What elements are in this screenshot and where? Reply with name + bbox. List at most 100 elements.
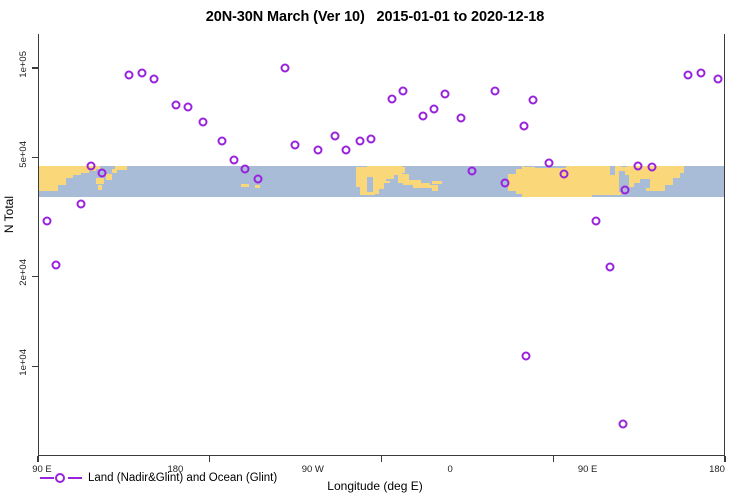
ocean-region [416,188,433,197]
land-region [355,167,368,188]
scatter-point [387,94,397,103]
scatter-point [313,145,323,155]
scatter-point [51,260,61,270]
land-region [413,182,431,189]
x-tick-mark [724,456,726,462]
scatter-point [240,164,250,174]
land-region [115,165,127,171]
scatter-point [456,113,466,123]
x-tick-mark [552,456,554,462]
scatter-point [183,102,193,112]
land-region [432,180,442,185]
scatter-point [198,117,208,127]
scatter-point [42,216,52,226]
scatter-point [521,351,531,361]
y-tick-mark [32,67,38,69]
scatter-point [683,70,693,80]
x-tick-label: 90 E [32,464,52,475]
scatter-point [229,155,239,165]
chart-title: 20N-30N March (Ver 10) 2015-01-01 to 202… [205,9,545,25]
scatter-point [429,104,439,114]
ocean-region [367,176,373,193]
scatter-point [355,136,365,146]
scatter-point [519,121,529,131]
y-tick-label: 1e+04 [18,349,29,376]
x-axis-title: Longitude (deg E) [327,479,423,493]
land-region [508,173,524,191]
land-region [98,184,102,190]
scatter-point [149,74,158,84]
x-tick-label: 0 [447,464,453,475]
legend-label: Land (Nadir&Glint) and Ocean (Glint) [88,472,278,484]
scatter-point [647,162,657,172]
land-region [397,173,410,183]
y-tick-mark [32,365,38,367]
y-tick-label: 1e+05 [18,50,29,78]
land-region [378,181,391,189]
scatter-point [290,140,300,150]
legend[interactable]: Land (Nadir&Glint) and Ocean (Glint) [40,472,277,484]
ocean-region [392,186,410,197]
scatter-point [330,131,340,141]
land-region [39,165,59,191]
scatter-point [418,111,428,121]
land-region [96,178,104,184]
land-region [105,174,112,180]
x-tick-mark [209,456,211,462]
land-region [672,165,684,173]
ocean-region [622,175,629,196]
land-region [254,184,261,189]
scatter-point [500,178,510,188]
land-region [65,165,81,176]
ocean-region [619,171,625,193]
x-tick-label: 180 [167,464,184,475]
scatter-point [86,161,96,171]
x-tick-label: 90 E [577,464,598,475]
land-region [403,180,421,185]
scatter-point [713,74,723,84]
scatter-point [528,95,538,105]
y-axis-title: N Total [2,196,16,234]
scatter-point [618,419,628,429]
scatter-point [137,68,147,78]
scatter-point [280,63,290,73]
scatter-point [76,199,86,209]
scatter-point [696,68,706,78]
x-tick-label: 180 [709,464,725,475]
geographic-land-ocean-strip [39,165,724,197]
plot-area[interactable] [38,34,725,456]
scatter-point [97,168,107,178]
scatter-point [467,166,477,176]
land-region [393,167,406,174]
legend-line-marker-icon [40,472,82,484]
scatter-point [366,134,376,144]
ocean-region [640,178,650,189]
x-tick-mark [380,456,383,462]
land-region [424,184,438,191]
scatter-point [605,262,615,272]
land-region [241,183,249,188]
scatter-point [253,174,263,184]
y-tick-mark [32,275,38,278]
land-region [592,165,622,196]
x-tick-label: 90 W [301,464,324,475]
scatter-point [559,169,569,179]
y-tick-label: 5e+04 [18,140,29,168]
y-tick-mark [32,157,38,159]
land-region [111,168,118,173]
ocean-region [609,165,616,176]
scatter-point [171,100,181,110]
scatter-point [490,86,500,96]
scatter-point [620,185,630,195]
scatter-point [591,216,601,226]
scatter-point [544,158,554,168]
scatter-point [440,89,450,99]
scatter-point [398,86,408,96]
ocean-region [523,165,539,168]
scatter-point [124,70,134,80]
y-tick-label: 2e+04 [18,259,29,287]
scatter-point [633,161,643,171]
scatter-point [217,136,227,146]
x-tick-mark [37,456,39,462]
